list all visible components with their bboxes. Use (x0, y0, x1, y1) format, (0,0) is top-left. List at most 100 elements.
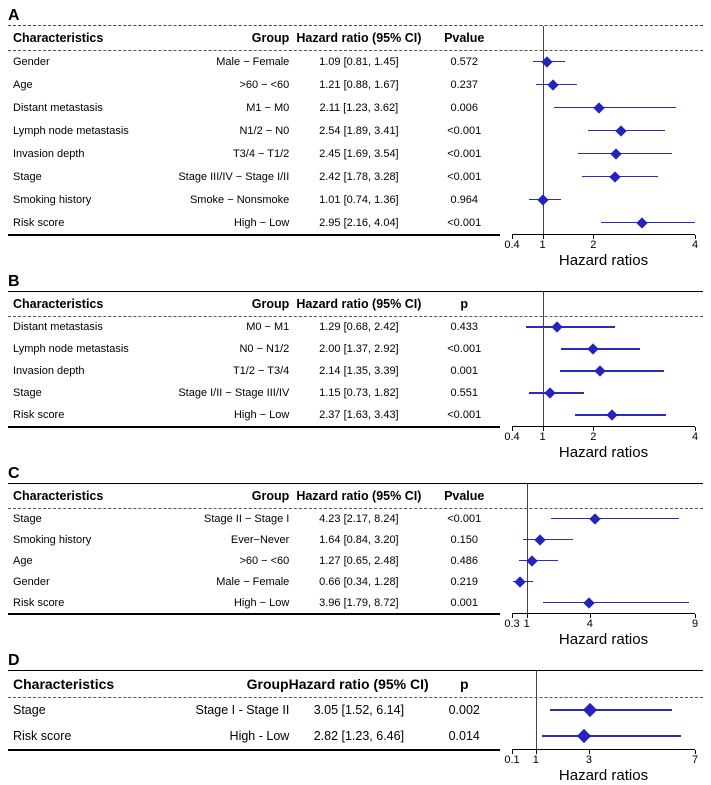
table-header-row: Characteristics Group Hazard ratio (95% … (8, 484, 500, 508)
cell-p: 0.002 (448, 703, 480, 717)
hazard-ratio-diamond-marker (577, 728, 592, 744)
table-row: Lymph node metastasis N1/2 − N0 2.54 [1.89… (8, 119, 500, 142)
forest-plot: 0.3 1 4 9 Hazard ratios (500, 484, 703, 649)
hazard-ratio-diamond-marker (583, 596, 595, 609)
cell-characteristic: Gender (13, 55, 50, 68)
col-header-characteristics: Characteristics (13, 297, 104, 311)
cell-p: 0.433 (450, 321, 478, 333)
cell-p: <0.001 (447, 343, 482, 355)
forest-row (512, 571, 695, 592)
cell-hr_text: 3.05 [1.52, 6.14] (313, 703, 405, 717)
cell-characteristic: Stage (13, 703, 46, 717)
hazard-ratio-diamond-marker (513, 575, 526, 588)
axis-tick-label: 1 (523, 618, 530, 630)
cell-characteristic: Stage (13, 512, 42, 525)
table-header-row: Characteristics Group Hazard ratio (95% … (8, 26, 500, 50)
x-axis: 0.1 1 3 7 (504, 750, 698, 767)
confidence-interval-line (549, 709, 673, 711)
axis-tick (589, 614, 591, 618)
cell-p: 0.150 (450, 533, 478, 546)
hazard-ratio-diamond-marker (610, 147, 622, 160)
hazard-ratio-diamond-marker (615, 124, 627, 137)
cell-group: M1 − M0 (246, 101, 290, 114)
confidence-interval-line (519, 559, 558, 562)
cell-group: Smoke − Nonsmoke (189, 193, 290, 206)
axis-tick-label: 4 (586, 618, 593, 630)
confidence-interval-line (554, 106, 676, 109)
cell-group: Stage III/IV − Stage I/II (178, 170, 290, 183)
cell-characteristic: Age (13, 554, 33, 567)
table-row: Stage Stage III/IV − Stage I/II 2.42 [1.78… (8, 165, 500, 188)
table-row: Invasion depth T3/4 − T1/2 2.45 [1.69, 3.5… (8, 142, 500, 165)
cell-characteristic: Risk score (13, 729, 72, 743)
axis-tick (526, 614, 528, 618)
confidence-interval-line (523, 538, 573, 541)
col-header-hazard-ratio: Hazard ratio (95% CI) (296, 31, 422, 45)
cell-hr_text: 2.37 [1.63, 3.43] (319, 409, 399, 421)
table-header-row: Characteristics Group Hazard ratio (95% … (8, 671, 500, 697)
table-row: Gender Male − Female 0.66 [0.34, 1.28] 0.21… (8, 571, 500, 592)
cell-hr_text: 1.29 [0.68, 2.42] (319, 321, 399, 333)
marker-rows (512, 316, 695, 426)
axis-tick (512, 750, 513, 754)
table-row: Smoking history Smoke − Nonsmoke 1.01 [0.7… (8, 188, 500, 211)
forest-plot: 0.4 1 2 4 Hazard ratios (500, 292, 703, 462)
header-divider-line (8, 508, 703, 509)
plot-header-spacer (512, 26, 695, 50)
forest-row (512, 50, 695, 73)
hazard-ratio-diamond-marker (526, 554, 539, 567)
forest-panel: B Characteristics Group Hazard ratio (95… (8, 273, 703, 462)
plot-area (512, 292, 695, 427)
panel-content: Characteristics Group Hazard ratio (95% … (8, 25, 703, 270)
marker-rows (512, 50, 695, 234)
table-row: Age >60 − <60 1.27 [0.65, 2.48] 0.486 (8, 550, 500, 571)
table-row: Distant metastasis M1 − M0 2.11 [1.23, 3.6… (8, 96, 500, 119)
table-row: Smoking history Ever−Never 1.64 [0.84, 3.2… (8, 529, 500, 550)
cell-hr_text: 2.54 [1.89, 3.41] (319, 124, 399, 137)
cell-characteristic: Risk score (13, 409, 65, 421)
reference-line (542, 26, 544, 234)
forest-row (512, 592, 695, 613)
cell-hr_text: 2.11 [1.23, 3.62] (319, 101, 399, 114)
axis-tick-label: 0.3 (504, 618, 520, 630)
col-header-hazard-ratio: Hazard ratio (95% CI) (296, 489, 422, 503)
panel-label: C (8, 465, 20, 482)
forest-row (512, 338, 695, 360)
panel-label: B (8, 273, 20, 290)
axis-tick (588, 750, 590, 754)
cell-p: 0.964 (450, 193, 478, 206)
plot-header-spacer (512, 484, 695, 508)
cell-hr_text: 1.09 [0.81, 1.45] (319, 55, 399, 68)
cell-p: 0.219 (450, 575, 478, 588)
col-header-hazard-ratio: Hazard ratio (95% CI) (288, 676, 429, 692)
cell-hr_text: 2.95 [2.16, 4.04] (319, 216, 399, 229)
axis-tick-label: 0.1 (504, 754, 520, 766)
cell-characteristic: Invasion depth (13, 147, 85, 160)
forest-row (512, 529, 695, 550)
col-header-group: Group (251, 489, 290, 503)
stats-table: Characteristics Group Hazard ratio (95% … (8, 292, 500, 428)
axis-tick (512, 427, 513, 431)
cell-p: 0.551 (450, 387, 478, 399)
cell-group: M0 − M1 (246, 321, 290, 333)
axis-tick-label: 0.4 (504, 239, 520, 251)
axis-tick (542, 235, 544, 239)
cell-group: >60 − <60 (239, 554, 290, 567)
forest-plot: 0.1 1 3 7 Hazard ratios (500, 671, 703, 785)
x-axis-title: Hazard ratios (558, 444, 649, 461)
axis-tick-label: 4 (691, 239, 699, 251)
forest-row (512, 142, 695, 165)
cell-group: Stage II − Stage I (203, 512, 290, 525)
table-row: Stage Stage II − Stage I 4.23 [2.17, 8.24]… (8, 508, 500, 529)
cell-p: <0.001 (447, 512, 482, 525)
forest-panel: C Characteristics Group Hazard ratio (95… (8, 465, 703, 649)
x-axis: 0.4 1 2 4 (504, 235, 699, 252)
table-body: Gender Male − Female 1.09 [0.81, 1.45] 0.57… (8, 50, 500, 234)
cell-p: <0.001 (447, 216, 482, 229)
forest-row (512, 188, 695, 211)
cell-characteristic: Distant metastasis (13, 321, 103, 333)
axis-tick-label: 3 (585, 754, 592, 766)
cell-characteristic: Smoking history (13, 533, 92, 546)
table-body: Stage Stage I - Stage II 3.05 [1.52, 6.14]… (8, 697, 500, 749)
cell-characteristic: Distant metastasis (13, 101, 103, 114)
